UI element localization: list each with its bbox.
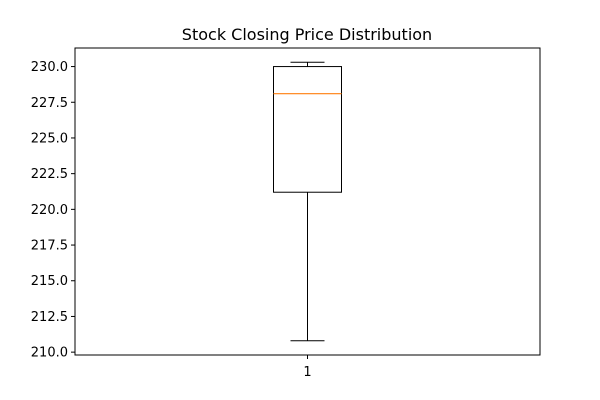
y-tick-label: 225.0 xyxy=(31,131,68,146)
x-tick-label: 1 xyxy=(303,365,311,380)
y-tick-label: 210.0 xyxy=(31,346,68,361)
chart-title: Stock Closing Price Distribution xyxy=(182,25,432,44)
y-tick-label: 220.0 xyxy=(31,203,68,218)
y-tick-label: 212.5 xyxy=(31,310,68,325)
y-tick-label: 215.0 xyxy=(31,274,68,289)
y-tick-label: 217.5 xyxy=(31,239,68,254)
y-tick-label: 222.5 xyxy=(31,167,68,182)
iqr-box xyxy=(273,66,342,193)
y-tick-label: 230.0 xyxy=(31,60,68,75)
plot-area: 210.0 212.5 215.0 217.5 220.0 222.5 225.0 227.5… xyxy=(31,47,541,380)
y-tick-label: 227.5 xyxy=(31,96,68,111)
